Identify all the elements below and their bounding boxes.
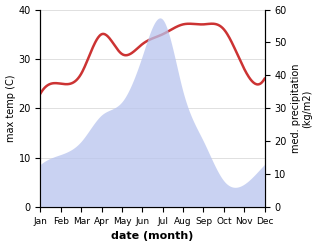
X-axis label: date (month): date (month) (111, 231, 194, 242)
Y-axis label: med. precipitation
(kg/m2): med. precipitation (kg/m2) (291, 64, 313, 153)
Y-axis label: max temp (C): max temp (C) (5, 75, 16, 142)
